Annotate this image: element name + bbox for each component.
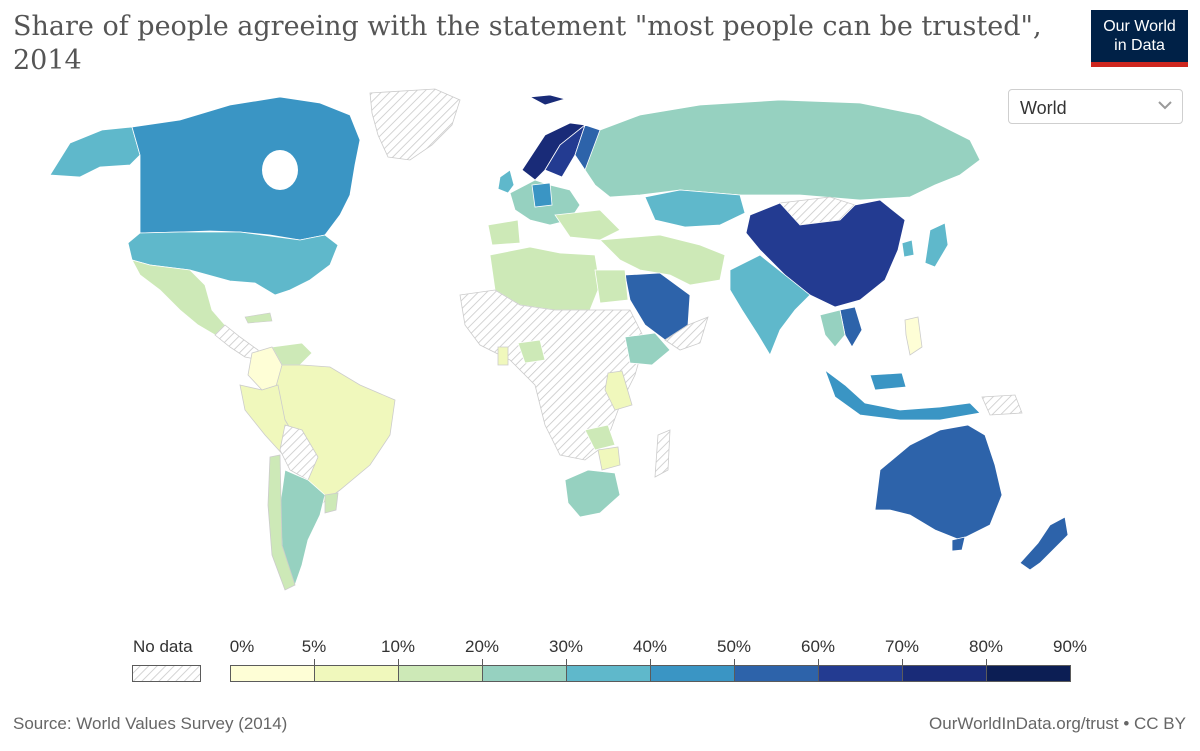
logo-line-1: Our World	[1103, 18, 1176, 35]
legend-swatch[interactable]	[398, 665, 483, 682]
country-russia[interactable]	[584, 99, 981, 201]
legend-tick-label: 40%	[632, 637, 668, 656]
country-alaska[interactable]	[49, 126, 141, 178]
country-nigeria[interactable]	[517, 339, 546, 364]
country-indonesia[interactable]	[824, 368, 981, 421]
legend-tick-label: 80%	[968, 637, 1004, 656]
country-papua-new-guinea[interactable]	[981, 394, 1023, 416]
legend-tick-label: 5%	[301, 637, 327, 656]
region-select[interactable]: World	[1008, 89, 1183, 124]
legend-swatch[interactable]	[734, 665, 819, 682]
region-eastern-europe[interactable]	[554, 209, 621, 241]
country-united-kingdom[interactable]	[497, 169, 515, 194]
legend-tick-mark	[482, 659, 483, 665]
chevron-down-icon	[1158, 101, 1172, 110]
country-zambia[interactable]	[584, 424, 616, 451]
legend-tick-label: 10%	[380, 637, 416, 656]
legend-tick-label: 0%	[229, 637, 255, 656]
country-south-africa[interactable]	[564, 469, 621, 518]
country-madagascar[interactable]	[654, 429, 671, 478]
country-korea[interactable]	[901, 239, 915, 258]
country-australia[interactable]	[874, 424, 1003, 541]
legend-tick-label: 30%	[548, 637, 584, 656]
legend-tick-mark	[398, 659, 399, 665]
legend-tick-mark	[314, 659, 315, 665]
legend-swatch[interactable]	[566, 665, 651, 682]
country-egypt[interactable]	[594, 269, 629, 304]
source-link[interactable]: OurWorldInData.org/trust • CC BY	[929, 714, 1186, 733]
country-kazakhstan[interactable]	[644, 189, 746, 228]
country-new-zealand[interactable]	[1019, 516, 1069, 571]
country-tasmania[interactable]	[951, 536, 966, 552]
world-map	[49, 88, 1069, 591]
country-ghana[interactable]	[497, 346, 509, 366]
country-zimbabwe[interactable]	[597, 446, 621, 471]
legend-tick-label: 70%	[884, 637, 920, 656]
region-caribbean[interactable]	[244, 312, 273, 324]
color-legend: No data 0% 5% 10% 20% 30% 40% 50% 60% 70% 80% 90%	[120, 634, 1087, 694]
logo-line-2: in Data	[1114, 37, 1165, 54]
country-malaysia[interactable]	[869, 372, 907, 391]
legend-tick-label: 20%	[464, 637, 500, 656]
country-greenland[interactable]	[369, 88, 461, 161]
country-rwanda[interactable]	[604, 370, 633, 411]
legend-swatch[interactable]	[482, 665, 567, 682]
legend-tick-mark	[734, 659, 735, 665]
legend-tick-mark	[566, 659, 567, 665]
country-spain[interactable]	[487, 219, 521, 246]
legend-swatch[interactable]	[650, 665, 735, 682]
owid-logo[interactable]: Our World in Data	[1091, 10, 1188, 67]
country-canada[interactable]	[131, 96, 361, 241]
legend-tick-mark	[902, 659, 903, 665]
country-svalbard[interactable]	[528, 94, 567, 106]
country-thailand[interactable]	[819, 309, 846, 348]
legend-tick-label: 50%	[716, 637, 752, 656]
legend-tick-label: 60%	[800, 637, 836, 656]
country-philippines[interactable]	[904, 316, 923, 356]
region-middle-east[interactable]	[599, 234, 726, 286]
no-data-swatch	[132, 665, 201, 682]
legend-swatch[interactable]	[986, 665, 1071, 682]
legend-tick-mark	[650, 659, 651, 665]
country-china[interactable]	[745, 199, 906, 308]
legend-swatch[interactable]	[818, 665, 903, 682]
hudson-bay	[262, 150, 298, 190]
legend-tick-label: 90%	[1052, 637, 1088, 656]
no-data-label: No data	[133, 637, 193, 656]
legend-swatch[interactable]	[902, 665, 987, 682]
country-yemen[interactable]	[664, 316, 709, 351]
region-select-value: World	[1020, 98, 1067, 118]
country-india[interactable]	[729, 254, 811, 356]
country-ethiopia[interactable]	[624, 332, 671, 366]
legend-swatch[interactable]	[314, 665, 399, 682]
source-note: Source: World Values Survey (2014)	[13, 714, 288, 733]
legend-tick-mark	[986, 659, 987, 665]
page-title: Share of people agreeing with the statem…	[13, 11, 1042, 76]
country-japan[interactable]	[924, 222, 949, 268]
legend-tick-mark	[818, 659, 819, 665]
country-chile[interactable]	[267, 454, 296, 591]
country-uruguay[interactable]	[324, 492, 339, 514]
country-germany[interactable]	[531, 182, 553, 208]
legend-swatch[interactable]	[230, 665, 315, 682]
